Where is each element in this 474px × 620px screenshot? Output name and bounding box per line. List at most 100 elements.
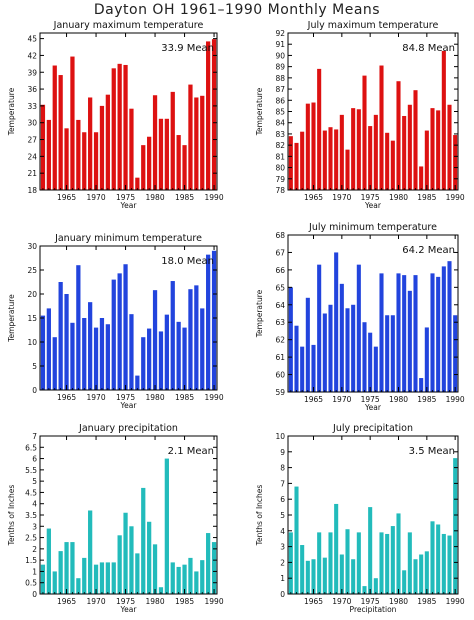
bar-1968 [82, 318, 87, 390]
bar-1970 [93, 327, 99, 390]
bar-1970 [339, 283, 344, 392]
bar-1987 [436, 524, 441, 594]
bar-1978 [141, 145, 146, 190]
y-tick-label: 84 [275, 119, 285, 128]
bar-1971 [345, 529, 350, 594]
bar-1987 [436, 110, 441, 190]
y-tick-label: 82 [275, 141, 285, 150]
bar-1964 [58, 75, 63, 190]
bar-1979 [390, 315, 395, 392]
bar-1976 [129, 108, 134, 190]
y-tick-label: 2 [280, 558, 285, 567]
bar-1974 [362, 322, 367, 392]
x-tick-label: 1990 [205, 597, 224, 606]
y-tick-label: 7 [280, 479, 285, 488]
y-tick-label: 6 [32, 455, 37, 464]
bar-1967 [76, 119, 81, 190]
bar-1989 [447, 104, 452, 190]
bar-1984 [176, 566, 181, 594]
x-tick-label: 1965 [57, 193, 76, 202]
x-tick-label: 1965 [304, 597, 323, 606]
x-tick-label: 1985 [175, 393, 194, 402]
x-tick-label: 1980 [389, 193, 408, 202]
bar-1986 [430, 521, 435, 594]
y-tick-label: 5 [32, 362, 37, 371]
y-tick-label: 39 [27, 68, 37, 77]
bar-1971 [99, 562, 105, 594]
y-tick-label: 18 [27, 186, 37, 195]
plot-frame [39, 32, 218, 191]
bar-1990 [453, 458, 458, 594]
bar-1970 [339, 114, 344, 190]
bar-1963 [52, 571, 57, 594]
x-tick-label: 1990 [446, 597, 465, 606]
y-tick-label: 60 [275, 371, 285, 380]
y-tick-label: 0 [32, 590, 37, 599]
chart-panel-2: July maximum temperature 78 79 80 81 82 83 84 85… [255, 20, 465, 210]
bar-1982 [407, 532, 412, 594]
mean-label: 2.1 Mean [168, 446, 214, 457]
bar-1969 [88, 97, 93, 190]
y-tick-label: 30 [27, 242, 37, 251]
bar-1978 [385, 315, 390, 392]
bar-1976 [373, 346, 378, 392]
bar-1981 [158, 118, 164, 190]
x-tick-label: 1980 [389, 395, 408, 404]
bar-1968 [82, 557, 87, 594]
bar-1966 [70, 56, 75, 190]
y-tick-label: 15 [27, 314, 37, 323]
panel-title: July precipitation [332, 423, 413, 434]
bar-1967 [322, 313, 327, 392]
y-tick-label: 10 [275, 432, 285, 441]
bar-1967 [76, 578, 81, 594]
bar-1979 [390, 526, 395, 594]
panel-title: January precipitation [78, 423, 178, 434]
y-tick-label: 68 [275, 231, 285, 240]
x-tick-label: 1990 [205, 393, 224, 402]
x-axis-label: Precipitation [350, 605, 397, 614]
bar-1977 [135, 553, 140, 594]
bar-1983 [170, 91, 175, 190]
panel-title: July minimum temperature [308, 222, 437, 233]
bar-1974 [117, 273, 122, 390]
bar-1980 [396, 513, 401, 594]
bar-1989 [447, 261, 452, 392]
bar-1971 [345, 308, 350, 392]
bar-1990 [211, 542, 217, 594]
bar-1962 [46, 308, 51, 390]
x-tick-label: 1975 [116, 193, 135, 202]
chart-panel-4: July minimum temperature 59 60 61 62 63 64 65 66… [255, 222, 465, 412]
y-tick-label: 0 [32, 386, 37, 395]
y-tick-label: 27 [27, 136, 37, 145]
bar-1984 [419, 378, 424, 392]
bar-1972 [351, 304, 356, 392]
y-tick-label: 0 [280, 590, 285, 599]
bar-1970 [339, 554, 344, 594]
bar-1988 [200, 95, 205, 190]
bar-1975 [123, 264, 128, 390]
bar-1985 [182, 327, 187, 390]
bar-1967 [76, 265, 81, 390]
bar-1965 [64, 542, 69, 594]
y-tick-label: 6.5 [25, 443, 37, 452]
bar-1966 [317, 68, 322, 190]
bar-1982 [164, 314, 169, 390]
bar-1980 [152, 544, 158, 594]
y-tick-label: 90 [275, 51, 285, 60]
bar-1966 [70, 542, 75, 594]
bar-1986 [430, 273, 435, 392]
bar-1975 [368, 507, 373, 594]
bar-1962 [46, 119, 51, 190]
chart-panel-5: January precipitation 0 0.5 1 1.5 2 2.5 3 3.5 4 4.… [7, 423, 224, 614]
bar-1983 [170, 281, 175, 390]
y-tick-label: 1.5 [25, 556, 37, 565]
y-tick-label: 91 [275, 40, 285, 49]
y-axis-label: Temperature [7, 87, 16, 136]
y-tick-label: 80 [275, 164, 285, 173]
bar-1990 [211, 250, 217, 390]
y-tick-label: 65 [275, 283, 285, 292]
y-tick-label: 86 [275, 96, 285, 105]
bar-1977 [379, 532, 384, 594]
bar-1986 [188, 84, 193, 190]
bar-1985 [424, 327, 429, 392]
